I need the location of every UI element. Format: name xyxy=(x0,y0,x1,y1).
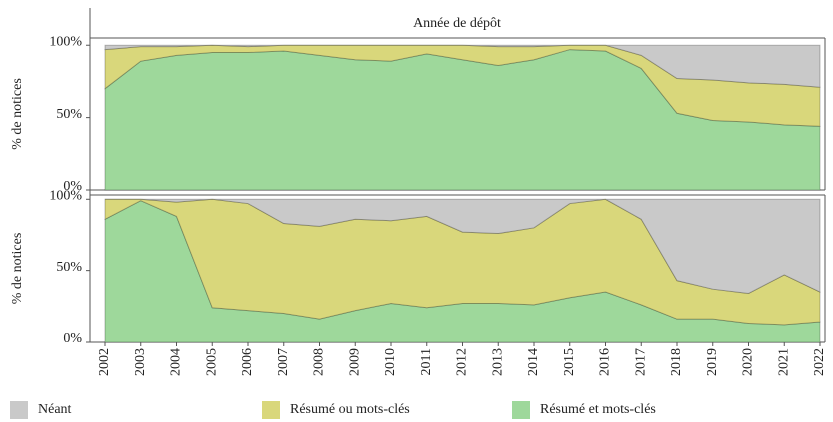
x-tick-label: 2008 xyxy=(312,348,327,376)
x-tick-label: 2003 xyxy=(133,348,148,376)
x-tick-label: 2014 xyxy=(526,348,541,376)
x-tick-label: 2007 xyxy=(276,348,291,376)
x-tick-label: 2012 xyxy=(455,348,470,376)
x-tick-label: 2021 xyxy=(776,348,791,376)
x-tick-label: 2002 xyxy=(97,348,112,376)
x-tick-label: 2020 xyxy=(741,348,756,376)
y-tick-label: 0% xyxy=(63,179,82,194)
x-tick-label: 2011 xyxy=(419,348,434,375)
chart-title: Année de dépôt xyxy=(413,16,501,31)
x-tick-label: 2016 xyxy=(598,348,613,376)
legend-swatch xyxy=(512,401,530,419)
x-tick-label: 2013 xyxy=(490,348,505,376)
x-tick-label: 2022 xyxy=(812,348,827,376)
legend-swatch xyxy=(10,401,28,419)
legend-label: Néant xyxy=(38,402,72,417)
area xyxy=(104,44,821,88)
legend-label: Résumé et mots-clés xyxy=(540,402,656,417)
y-axis-label: % de notices xyxy=(10,78,25,150)
x-tick-label: 2010 xyxy=(383,348,398,376)
x-tick-label: 2004 xyxy=(169,348,184,376)
y-tick-label: 100% xyxy=(49,34,82,49)
x-tick-label: 2017 xyxy=(633,348,648,376)
legend-swatch xyxy=(262,401,280,419)
x-tick-label: 2019 xyxy=(705,348,720,376)
x-tick-label: 2006 xyxy=(240,348,255,376)
area xyxy=(104,44,821,127)
y-tick-label: 50% xyxy=(56,260,82,275)
x-tick-label: 2009 xyxy=(347,348,362,376)
y-axis-label: % de notices xyxy=(10,233,25,305)
area xyxy=(105,198,821,294)
y-tick-label: 50% xyxy=(56,107,82,122)
y-tick-label: 0% xyxy=(63,331,82,346)
x-tick-label: 2018 xyxy=(669,348,684,376)
legend-label: Résumé ou mots-clés xyxy=(290,402,410,417)
x-tick-label: 2015 xyxy=(562,348,577,376)
y-tick-label: 100% xyxy=(49,189,82,204)
x-tick-label: 2005 xyxy=(204,348,219,376)
